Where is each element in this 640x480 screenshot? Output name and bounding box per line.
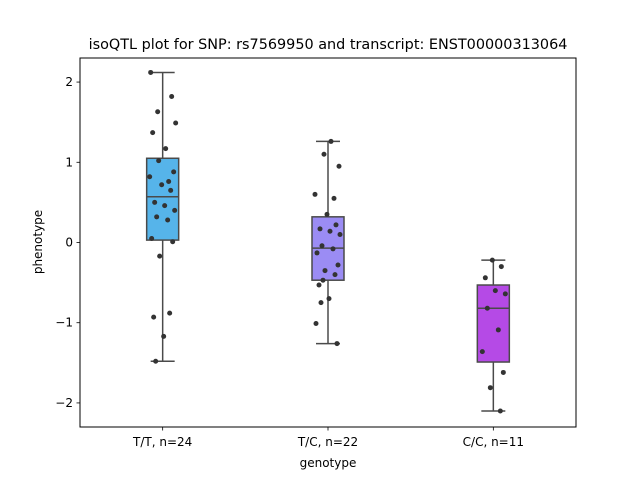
data-point: [316, 282, 322, 288]
data-point: [152, 199, 158, 205]
data-point: [502, 291, 508, 297]
data-point: [322, 268, 328, 274]
data-point: [147, 174, 153, 180]
data-point: [314, 250, 320, 256]
data-point: [170, 239, 176, 245]
data-point: [155, 109, 161, 115]
x-axis: T/T, n=24 T/C, n=22 C/C, n=11: [132, 427, 524, 449]
x-tick-label: T/C, n=22: [297, 435, 358, 449]
chart-title: isoQTL plot for SNP: rs7569950 and trans…: [89, 37, 568, 53]
data-point: [487, 385, 493, 391]
y-tick-label: −2: [55, 396, 73, 410]
y-tick-label: 0: [65, 236, 73, 250]
data-point: [153, 358, 159, 364]
data-point: [334, 341, 340, 347]
data-point: [335, 262, 341, 268]
data-point: [492, 288, 498, 294]
data-point: [171, 169, 177, 175]
data-point: [497, 408, 503, 414]
data-point: [489, 257, 495, 263]
data-point: [165, 217, 171, 223]
data-point: [150, 130, 156, 136]
x-tick-label: T/T, n=24: [132, 435, 192, 449]
data-point: [162, 203, 168, 209]
y-axis-label: phenotype: [31, 210, 45, 274]
x-axis-label: genotype: [300, 456, 357, 470]
data-point: [484, 305, 490, 311]
data-point: [312, 191, 318, 197]
data-point: [173, 120, 179, 126]
y-tick-label: 2: [65, 75, 73, 89]
data-point: [317, 226, 323, 232]
data-point: [324, 211, 330, 217]
points-layer: [147, 69, 508, 414]
y-tick-label: 1: [65, 155, 73, 169]
data-point: [156, 158, 162, 164]
y-tick-label: −1: [55, 316, 73, 330]
data-point: [336, 163, 342, 169]
data-point: [151, 314, 157, 320]
data-point: [332, 272, 338, 278]
boxes-layer: [145, 71, 511, 412]
data-point: [333, 222, 339, 228]
data-point: [161, 333, 167, 339]
data-point: [337, 231, 343, 237]
data-point: [148, 69, 154, 75]
data-point: [495, 327, 501, 333]
data-point: [154, 214, 160, 220]
data-point: [479, 349, 485, 355]
data-point: [330, 246, 336, 252]
data-point: [159, 182, 165, 188]
data-point: [331, 195, 337, 201]
data-point: [166, 179, 172, 185]
data-point: [172, 207, 178, 213]
data-point: [328, 138, 334, 144]
data-point: [168, 187, 174, 193]
data-point: [318, 300, 324, 306]
y-axis: 2 1 0 −1 −2: [55, 75, 80, 410]
data-point: [313, 321, 319, 327]
data-point: [326, 296, 332, 302]
data-point: [500, 369, 506, 375]
x-tick-label: C/C, n=11: [463, 435, 524, 449]
data-point: [167, 310, 173, 316]
data-point: [327, 228, 333, 234]
data-point: [163, 146, 169, 152]
data-point: [498, 264, 504, 270]
data-point: [149, 235, 155, 241]
data-point: [321, 151, 327, 157]
data-point: [157, 253, 163, 259]
box-group: [311, 140, 345, 345]
data-point: [169, 94, 175, 100]
data-point: [319, 243, 325, 249]
data-point: [482, 275, 488, 281]
data-point: [320, 277, 326, 283]
